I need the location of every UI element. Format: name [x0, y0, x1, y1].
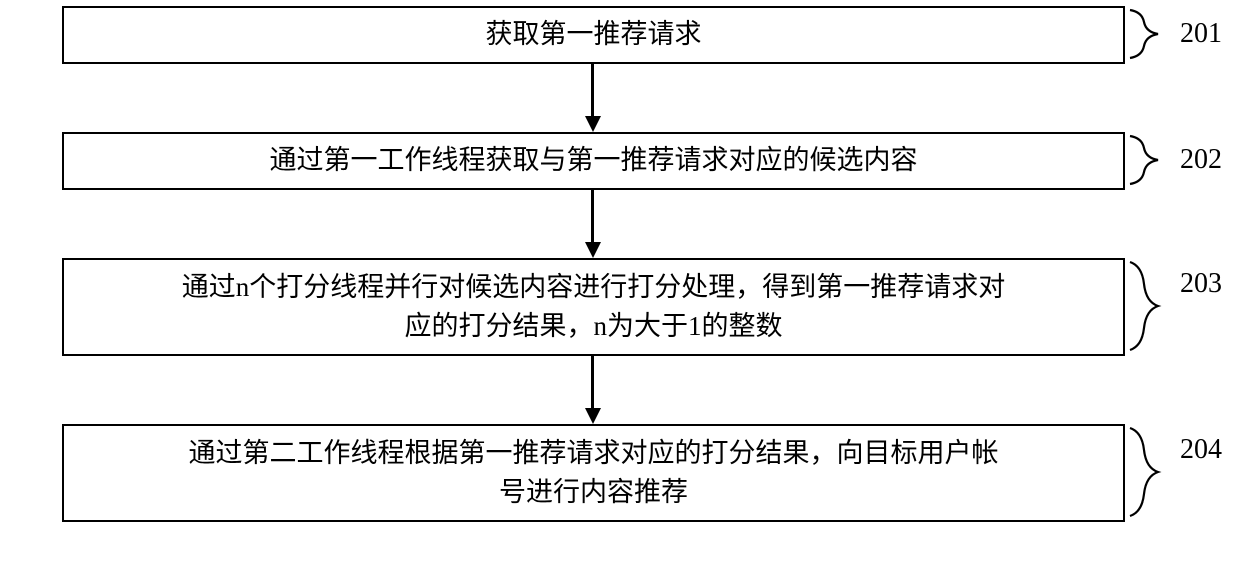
flow-node-1: 获取第一推荐请求: [62, 6, 1125, 64]
arrow-down-icon: [585, 408, 601, 424]
flowchart-canvas: 获取第一推荐请求 通过第一工作线程获取与第一推荐请求对应的候选内容 通过n个打分…: [0, 0, 1240, 564]
arrow-1-line: [591, 64, 594, 116]
flow-node-3-text: 通过n个打分线程并行对候选内容进行打分处理，得到第一推荐请求对 应的打分结果，n…: [182, 268, 1006, 346]
brace-icon: [1128, 260, 1178, 352]
step-label-4: 204: [1180, 434, 1222, 466]
flow-node-1-text: 获取第一推荐请求: [486, 15, 702, 54]
flow-node-3: 通过n个打分线程并行对候选内容进行打分处理，得到第一推荐请求对 应的打分结果，n…: [62, 258, 1125, 356]
flow-node-2-text: 通过第一工作线程获取与第一推荐请求对应的候选内容: [270, 141, 918, 180]
flow-node-4-text: 通过第二工作线程根据第一推荐请求对应的打分结果，向目标用户帐 号进行内容推荐: [189, 434, 999, 512]
arrow-3-line: [591, 356, 594, 408]
arrow-down-icon: [585, 116, 601, 132]
brace-icon: [1128, 134, 1178, 186]
brace-icon: [1128, 426, 1178, 518]
arrow-2-line: [591, 190, 594, 242]
step-label-2: 202: [1180, 144, 1222, 176]
flow-node-2: 通过第一工作线程获取与第一推荐请求对应的候选内容: [62, 132, 1125, 190]
flow-node-4: 通过第二工作线程根据第一推荐请求对应的打分结果，向目标用户帐 号进行内容推荐: [62, 424, 1125, 522]
arrow-down-icon: [585, 242, 601, 258]
step-label-1: 201: [1180, 18, 1222, 50]
step-label-3: 203: [1180, 268, 1222, 300]
brace-icon: [1128, 8, 1178, 60]
